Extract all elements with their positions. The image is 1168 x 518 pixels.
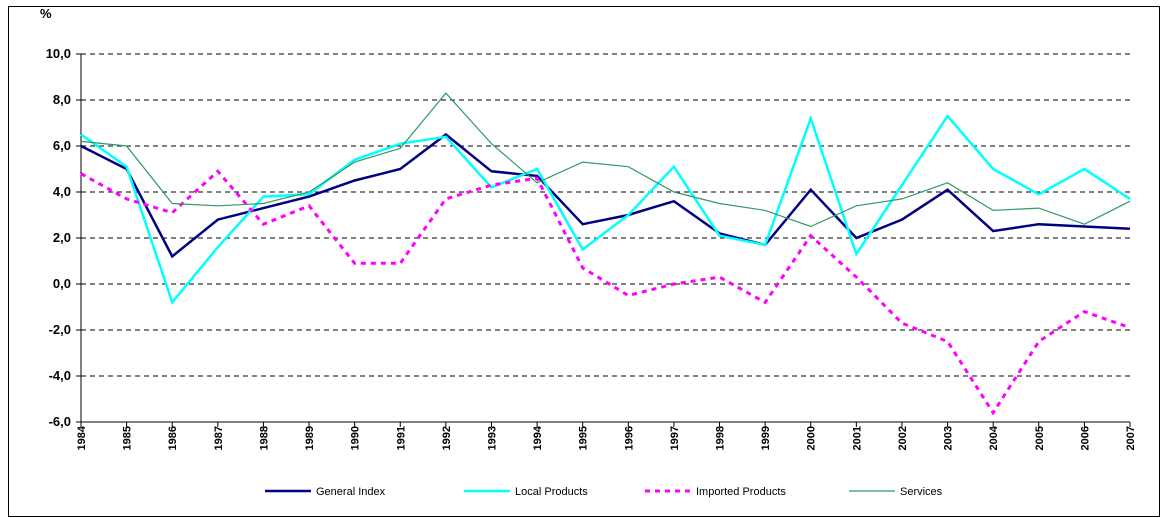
x-tick-label: 2003	[943, 426, 955, 450]
x-tick-label: 1998	[715, 426, 727, 450]
y-tick-label: 2,0	[53, 230, 71, 245]
series-line	[80, 114, 1131, 305]
series-line	[80, 169, 1131, 416]
y-tick-label: 8,0	[53, 92, 71, 107]
x-tick-label: 1984	[76, 425, 88, 450]
chart-border	[8, 6, 1160, 517]
x-tick-label: 2000	[806, 426, 818, 450]
legend-label: Imported Products	[696, 486, 786, 498]
series-line	[80, 132, 1131, 259]
y-tick-label: 10,0	[46, 46, 71, 61]
x-tick-label: 1999	[760, 426, 772, 450]
x-tick-label: 1996	[623, 426, 635, 450]
legend-label: Services	[900, 486, 943, 498]
y-tick-label: 4,0	[53, 184, 71, 199]
x-tick-label: 1989	[304, 426, 316, 450]
x-tick-label: 1993	[486, 426, 498, 450]
x-tick-label: 1987	[213, 426, 225, 450]
y-tick-label: -2,0	[49, 322, 71, 337]
x-tick-label: 2006	[1079, 426, 1091, 450]
y-tick-label: 0,0	[53, 276, 71, 291]
y-tick-label: -4,0	[49, 368, 71, 383]
x-tick-label: 2002	[897, 426, 909, 450]
y-axis-title: %	[40, 6, 52, 21]
y-tick-label: -6,0	[49, 414, 71, 429]
x-tick-label: 1994	[532, 425, 544, 450]
legend-label: General Index	[316, 486, 386, 498]
x-tick-label: 2005	[1034, 426, 1046, 450]
x-tick-label: 1991	[395, 426, 407, 450]
x-tick-label: 1985	[122, 426, 134, 450]
x-tick-label: 2001	[851, 426, 863, 450]
x-tick-label: 1990	[350, 426, 362, 450]
y-tick-label: 6,0	[53, 138, 71, 153]
x-tick-label: 1992	[441, 426, 453, 450]
series-line	[80, 92, 1131, 228]
x-tick-label: 2007	[1125, 426, 1137, 450]
x-tick-label: 1988	[258, 426, 270, 450]
legend-label: Local Products	[515, 486, 588, 498]
x-tick-label: 1995	[578, 426, 590, 450]
x-tick-label: 2004	[988, 425, 1000, 450]
x-tick-label: 1986	[167, 426, 179, 450]
x-tick-label: 1997	[669, 426, 681, 450]
